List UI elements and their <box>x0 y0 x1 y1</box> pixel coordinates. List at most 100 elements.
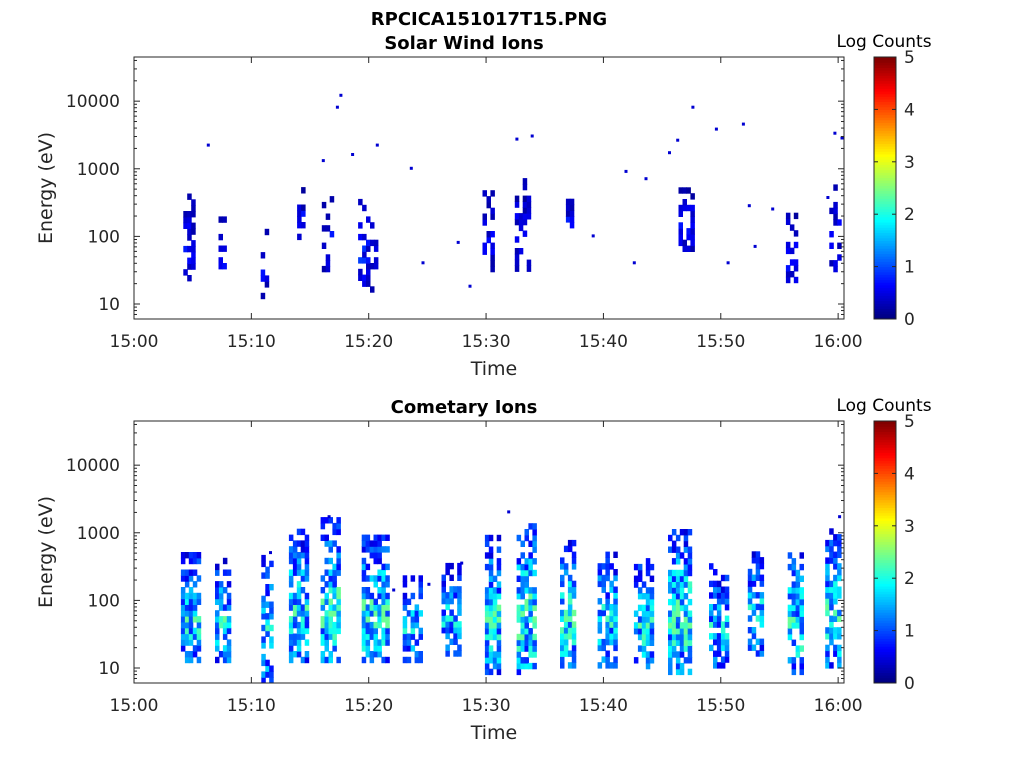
heatmap-cell <box>524 645 529 652</box>
colorbar-segment <box>874 499 896 503</box>
heatmap-cell <box>751 574 757 581</box>
heatmap-cell <box>683 604 689 612</box>
heatmap-cell <box>683 529 689 536</box>
heatmap-cell <box>683 581 689 588</box>
heatmap-cell <box>833 592 838 599</box>
colorbar-segment <box>874 423 896 427</box>
heatmap-cell <box>192 598 198 605</box>
heatmap-cell <box>324 581 329 588</box>
heatmap-cell <box>833 557 838 564</box>
heatmap-cell <box>496 651 502 658</box>
heatmap-cell <box>187 257 192 264</box>
heatmap-cell <box>183 211 188 218</box>
heatmap-cell <box>679 633 685 641</box>
heatmap-cell <box>373 546 378 553</box>
x-axis-label: Time <box>470 358 518 380</box>
colorbar-segment <box>874 266 896 270</box>
heatmap-cell <box>196 552 202 559</box>
heatmap-cell <box>605 563 610 570</box>
heatmap-cell <box>377 587 382 594</box>
heatmap-cell <box>825 644 830 652</box>
heatmap-cell <box>297 204 302 211</box>
heatmap-cell <box>191 222 196 229</box>
heatmap-cell <box>516 587 522 594</box>
heatmap-cell <box>716 644 722 652</box>
heatmap-cell <box>192 627 198 635</box>
heatmap-cell <box>488 546 494 553</box>
x-tick-label: 15:30 <box>462 696 511 716</box>
heatmap-cell <box>449 562 454 570</box>
heatmap-cell <box>833 609 838 617</box>
heatmap-cell <box>288 546 294 553</box>
heatmap-cell <box>683 569 689 577</box>
heatmap-cell <box>759 592 765 599</box>
heatmap-cell <box>724 621 730 628</box>
heatmap-cell <box>328 546 333 553</box>
heatmap-cell <box>532 598 537 606</box>
heatmap-cell <box>641 593 647 600</box>
heatmap-cell <box>296 540 302 547</box>
heatmap-cell <box>336 546 341 553</box>
heatmap-cell <box>457 603 462 611</box>
heatmap-cell <box>833 260 838 267</box>
heatmap-cell <box>288 616 294 623</box>
heatmap-cell <box>637 633 643 641</box>
heatmap-cell <box>496 662 502 670</box>
heatmap-cell <box>724 592 730 599</box>
heatmap-cell <box>524 563 529 571</box>
heatmap-cell <box>265 624 270 632</box>
heatmap-cell <box>789 247 795 255</box>
heatmap-cell <box>366 257 371 264</box>
heatmap-cell <box>668 639 673 646</box>
heatmap-cell <box>445 597 450 605</box>
colorbar-segment <box>874 114 896 118</box>
heatmap-cell <box>520 581 525 588</box>
heatmap-cell <box>690 222 695 229</box>
heatmap-cell <box>560 644 565 652</box>
heatmap-cell <box>709 609 714 617</box>
colorbar-segment <box>874 567 896 571</box>
heatmap-cell <box>641 639 647 646</box>
heatmap-cell <box>522 195 528 202</box>
colorbar-segment <box>874 468 896 472</box>
heatmap-cell <box>799 628 804 635</box>
heatmap-cell <box>321 225 327 232</box>
heatmap-cell <box>222 616 228 623</box>
heatmap-cell <box>496 633 502 641</box>
heatmap-cell <box>755 603 761 611</box>
heatmap-cell <box>678 187 683 194</box>
heatmap-cell <box>560 592 565 599</box>
colorbar-segment <box>874 91 896 95</box>
colorbar-segment <box>874 596 896 600</box>
heatmap-cell <box>837 574 842 582</box>
heatmap-cell <box>524 598 529 606</box>
heatmap-cell <box>791 616 797 623</box>
heatmap-cell <box>675 598 681 606</box>
heatmap-cell <box>336 598 341 605</box>
heatmap-cell <box>605 656 610 663</box>
heatmap-cell <box>304 552 310 559</box>
heatmap-cell <box>482 190 487 197</box>
heatmap-cell <box>304 621 310 629</box>
heatmap-cell <box>795 581 801 588</box>
heatmap-cell <box>747 638 753 645</box>
heatmap-cell <box>381 581 386 588</box>
heatmap-cell <box>269 677 274 683</box>
heatmap-cell <box>686 204 691 212</box>
heatmap-cell <box>304 627 310 635</box>
heatmap-cell <box>218 263 223 270</box>
heatmap-cell <box>418 587 423 594</box>
heatmap-cell <box>328 633 333 640</box>
heatmap-point <box>468 284 472 288</box>
heatmap-cell <box>601 644 606 652</box>
heatmap-cell <box>381 546 386 553</box>
heatmap-cell <box>601 574 606 582</box>
heatmap-cell <box>787 563 793 571</box>
heatmap-cell <box>215 627 220 635</box>
heatmap-cell <box>188 587 194 594</box>
heatmap-cell <box>645 593 651 600</box>
heatmap-cell <box>524 569 529 577</box>
heatmap-cell <box>569 204 575 211</box>
heatmap-cell <box>486 196 491 203</box>
colorbar-segment <box>874 101 896 105</box>
